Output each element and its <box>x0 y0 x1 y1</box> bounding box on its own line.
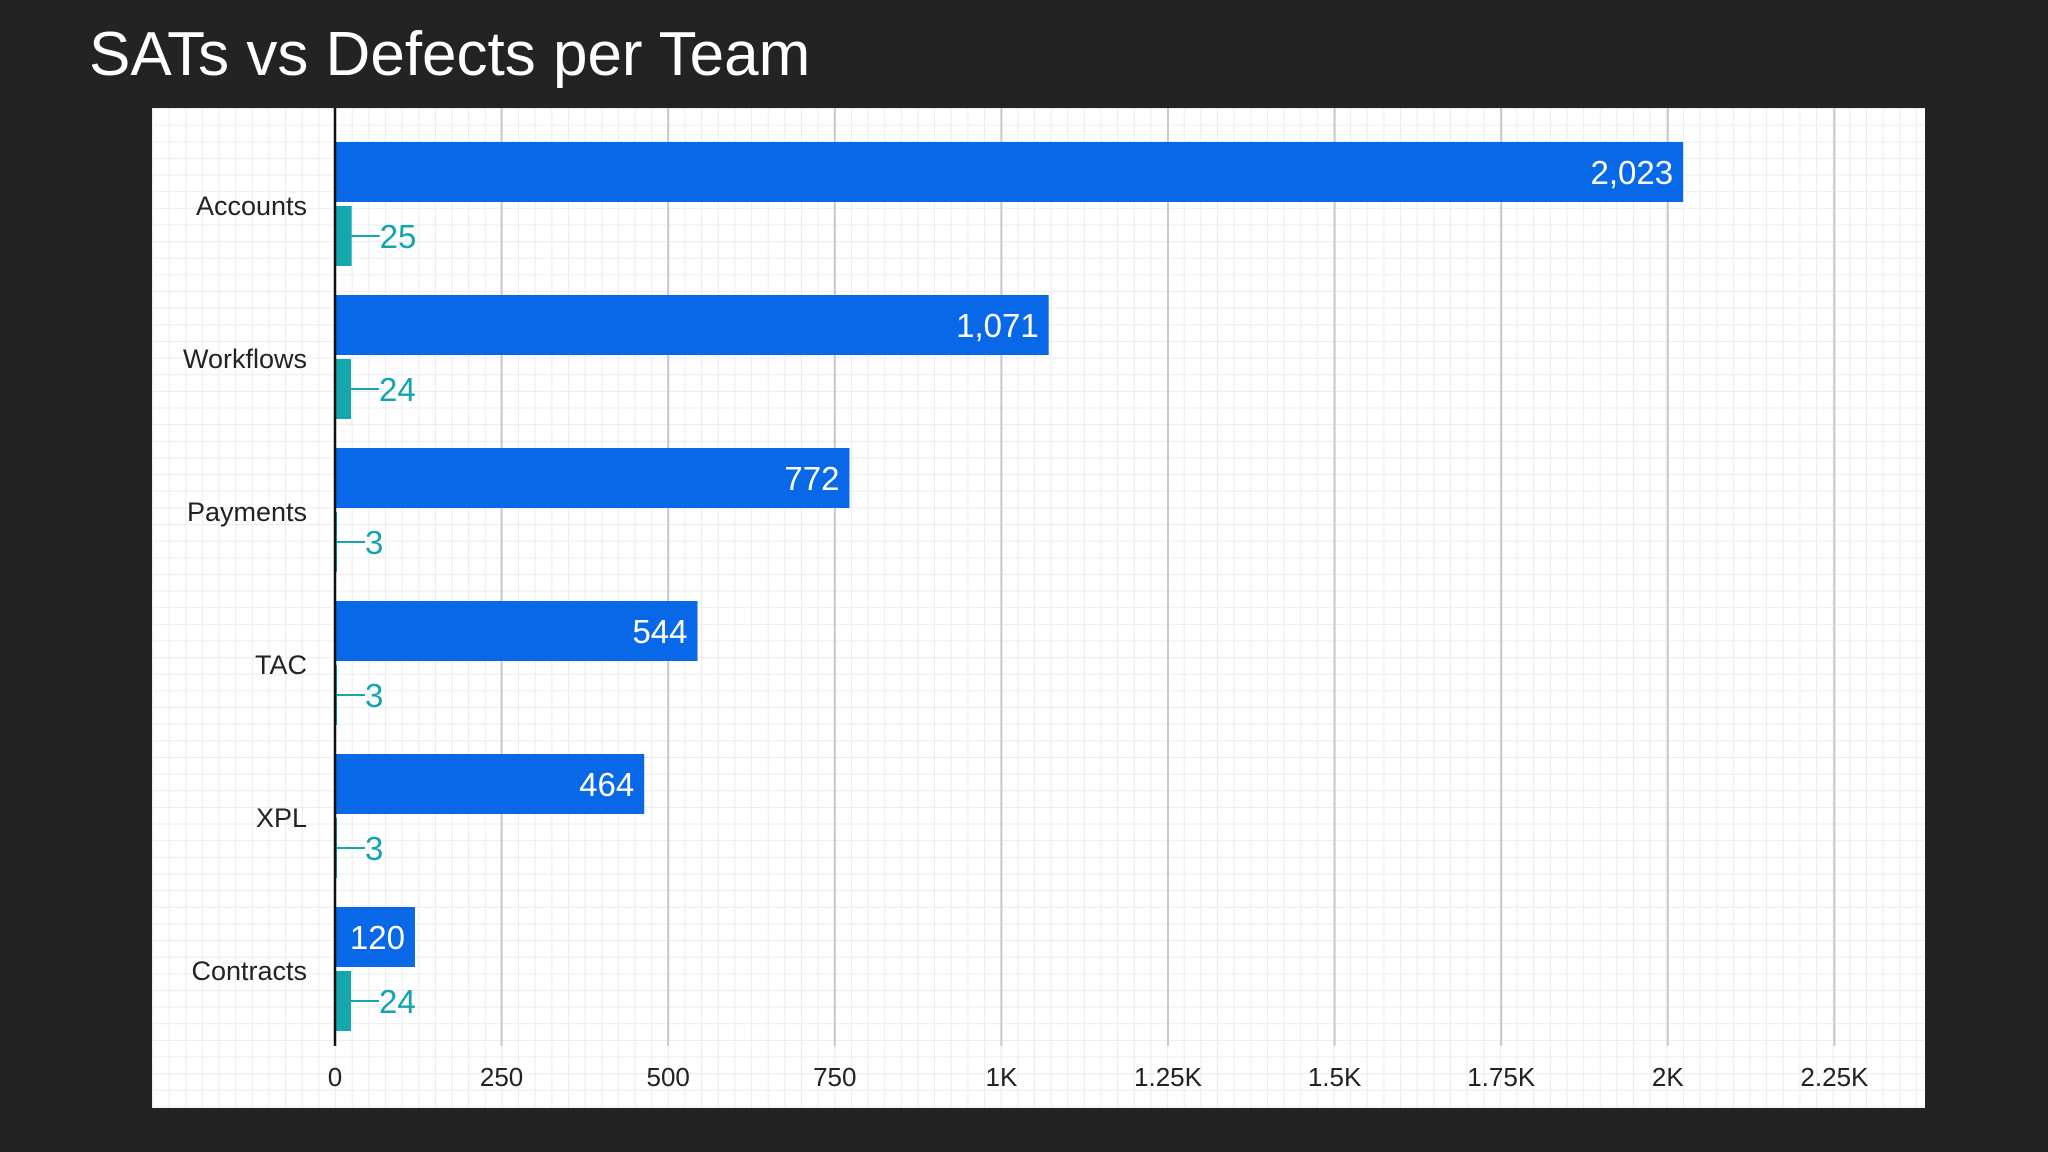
sats-bar <box>335 295 1049 355</box>
category-labels: Accounts Workflows Payments TAC XPL Contracts <box>183 191 307 986</box>
value-labels: 2,023 25 1,071 24 772 3 544 3 464 3 120 24 <box>337 154 1673 1020</box>
defects-bar <box>335 971 351 1031</box>
defects-value-label: 3 <box>365 677 383 714</box>
defects-value-label: 3 <box>365 830 383 867</box>
category-label: XPL <box>256 803 307 833</box>
bars <box>335 142 1684 1031</box>
slide-title: SATs vs Defects per Team <box>89 20 811 89</box>
category-label: Accounts <box>196 191 307 221</box>
defects-bar <box>335 206 352 266</box>
x-tick-label: 750 <box>813 1062 856 1092</box>
sats-bar <box>335 754 645 814</box>
x-tick-label: 1.5K <box>1308 1062 1362 1092</box>
defects-value-label: 3 <box>365 524 383 561</box>
chart-panel: 2,023 25 1,071 24 772 3 544 3 464 3 120 24 Accounts… <box>152 108 1925 1108</box>
x-tick-label: 1K <box>985 1062 1017 1092</box>
horizontal-bar-chart: 2,023 25 1,071 24 772 3 544 3 464 3 120 24 Accounts… <box>183 108 1869 1092</box>
defects-value-label: 24 <box>379 983 416 1020</box>
defects-value-label: 24 <box>379 371 416 408</box>
category-label: Payments <box>187 497 307 527</box>
sats-value-label: 2,023 <box>1591 154 1674 191</box>
gridlines <box>500 108 1836 1046</box>
sats-bar <box>335 601 698 661</box>
sats-value-label: 1,071 <box>956 307 1039 344</box>
x-tick-label: 2.25K <box>1800 1062 1869 1092</box>
sats-bar <box>335 907 415 967</box>
category-label: Contracts <box>191 956 307 986</box>
sats-value-label: 544 <box>632 613 687 650</box>
x-axis-tick-labels: 0 250 500 750 1K 1.25K 1.5K 1.75K 2K 2.25K <box>328 1062 1869 1092</box>
x-tick-label: 2K <box>1652 1062 1684 1092</box>
x-tick-label: 1.25K <box>1134 1062 1203 1092</box>
sats-value-label: 772 <box>784 460 839 497</box>
x-tick-label: 250 <box>480 1062 523 1092</box>
x-tick-label: 0 <box>328 1062 342 1092</box>
category-label: Workflows <box>183 344 307 374</box>
sats-bar <box>335 448 850 508</box>
x-tick-label: 500 <box>647 1062 690 1092</box>
sats-value-label: 464 <box>579 766 634 803</box>
sats-value-label: 120 <box>350 919 405 956</box>
defects-value-label: 25 <box>380 218 417 255</box>
defects-bar <box>335 359 351 419</box>
sats-bar <box>335 142 1684 202</box>
x-tick-label: 1.75K <box>1467 1062 1536 1092</box>
category-label: TAC <box>255 650 307 680</box>
